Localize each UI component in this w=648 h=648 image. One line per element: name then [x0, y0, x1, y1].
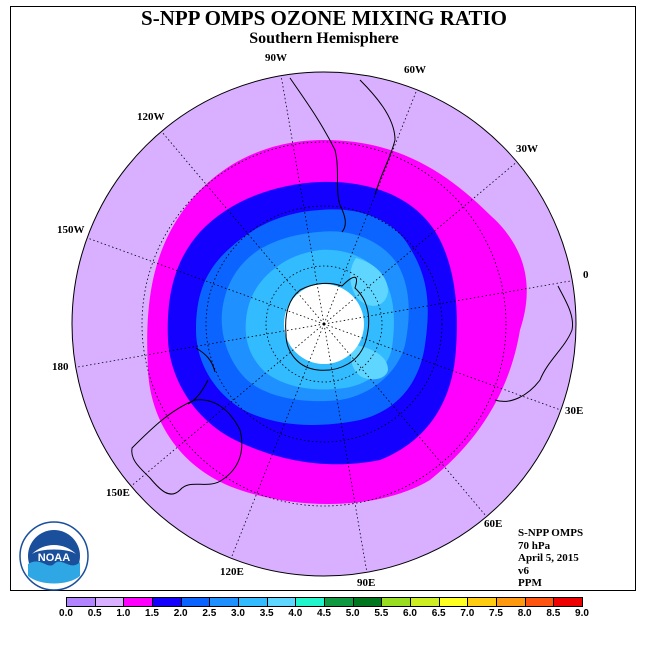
- color-scale-tick-label: 6.5: [431, 608, 446, 619]
- color-scale-segment: [295, 597, 325, 607]
- color-scale-tick-label: 0.5: [87, 608, 102, 619]
- color-scale-segment: [496, 597, 526, 607]
- color-scale-segment: [467, 597, 497, 607]
- color-scale-tick-label: 2.5: [202, 608, 217, 619]
- info-date: April 5, 2015: [518, 552, 579, 565]
- info-block: S-NPP OMPS 70 hPa April 5, 2015 v6 PPM: [518, 527, 583, 590]
- color-scale-segment: [94, 597, 125, 607]
- africa-outline: [494, 285, 574, 402]
- color-scale-tick-label: 4.5: [317, 608, 331, 619]
- lon-label-120e: 120E: [220, 566, 244, 578]
- color-scale-segment: [152, 597, 182, 607]
- lon-label-90e: 90E: [357, 577, 375, 589]
- lon-label-30w: 30W: [516, 143, 538, 155]
- lon-label-150w: 150W: [57, 224, 85, 236]
- color-scale-tick-label: 0.0: [59, 608, 73, 619]
- color-scale-segment: [524, 597, 555, 607]
- color-scale-tick-label: 8.5: [546, 608, 561, 619]
- map-border: [71, 71, 577, 577]
- color-scale-tick-label: 7.5: [489, 608, 503, 619]
- color-scale-segment: [180, 597, 211, 607]
- lon-label-120w: 120W: [137, 111, 165, 123]
- color-scale-tick-label: 8.0: [517, 608, 532, 619]
- info-instrument: S-NPP OMPS: [518, 527, 584, 539]
- color-scale-segment: [553, 597, 583, 607]
- antarctica-coastline: [285, 276, 370, 371]
- color-scale: 0.0 0.5 1.0 1.5 2.0 2.5 3.0 3.5 4.0 4.5 5.0 5.5 6.0 6…: [0, 596, 648, 642]
- lon-label-30e: 30E: [565, 405, 583, 417]
- color-scale-segment: [438, 597, 469, 607]
- lon-label-180: 180: [52, 361, 69, 373]
- color-scale-tick-label: 7.0: [460, 608, 475, 619]
- color-scale-tick-label: 1.5: [145, 608, 159, 619]
- color-scale-tick-label: 6.0: [403, 608, 417, 619]
- color-scale-segment: [123, 597, 153, 607]
- color-scale-tick-label: 2.0: [173, 608, 188, 619]
- color-scale-tick-label: 5.0: [345, 608, 360, 619]
- parallels: [141, 141, 507, 507]
- color-scale-tick-label: 5.5: [374, 608, 389, 619]
- color-scale-segment: [238, 597, 268, 607]
- color-scale-segment: [381, 597, 411, 607]
- color-scale-segment: [209, 597, 239, 607]
- noaa-logo-text: NOAA: [38, 552, 70, 564]
- color-scale-segment: [410, 597, 440, 607]
- chart-title: S-NPP OMPS OZONE MIXING RATIO: [141, 6, 507, 30]
- lon-label-90w: 90W: [265, 52, 287, 64]
- australia-outline: [131, 399, 243, 495]
- lon-label-150e: 150E: [106, 487, 130, 499]
- color-scale-tick-label: 4.0: [288, 608, 303, 619]
- lon-label-60e: 60E: [484, 518, 502, 530]
- noaa-logo-icon: NOAA: [19, 521, 89, 591]
- color-scale-segment: [352, 597, 383, 607]
- info-pressure: 70 hPa: [518, 539, 551, 552]
- color-scale-tick-label: 3.5: [259, 608, 274, 619]
- color-scale-tick-label: 9.0: [575, 608, 589, 619]
- continent-outlines: [131, 77, 574, 495]
- color-scale-segment: [66, 597, 96, 607]
- meridians: [72, 77, 576, 571]
- south-pole-marker: [322, 322, 326, 326]
- color-scale-segment: [324, 597, 354, 607]
- info-version: v6: [518, 564, 529, 577]
- longitude-labels: 90W 60W 30W 0 30E 60E 90E 120E 150E 180 …: [52, 52, 589, 589]
- color-scale-tick-label: 3.0: [231, 608, 245, 619]
- chart-subtitle: Southern Hemisphere: [249, 30, 399, 47]
- lon-label-60w: 60W: [404, 64, 426, 76]
- new-zealand-outline: [187, 347, 216, 405]
- color-scale-segment: [266, 597, 297, 607]
- lon-label-0: 0: [583, 269, 589, 281]
- color-scale-tick-label: 1.0: [116, 608, 131, 619]
- info-units: PPM: [518, 577, 542, 590]
- south-america-outline: [289, 77, 396, 233]
